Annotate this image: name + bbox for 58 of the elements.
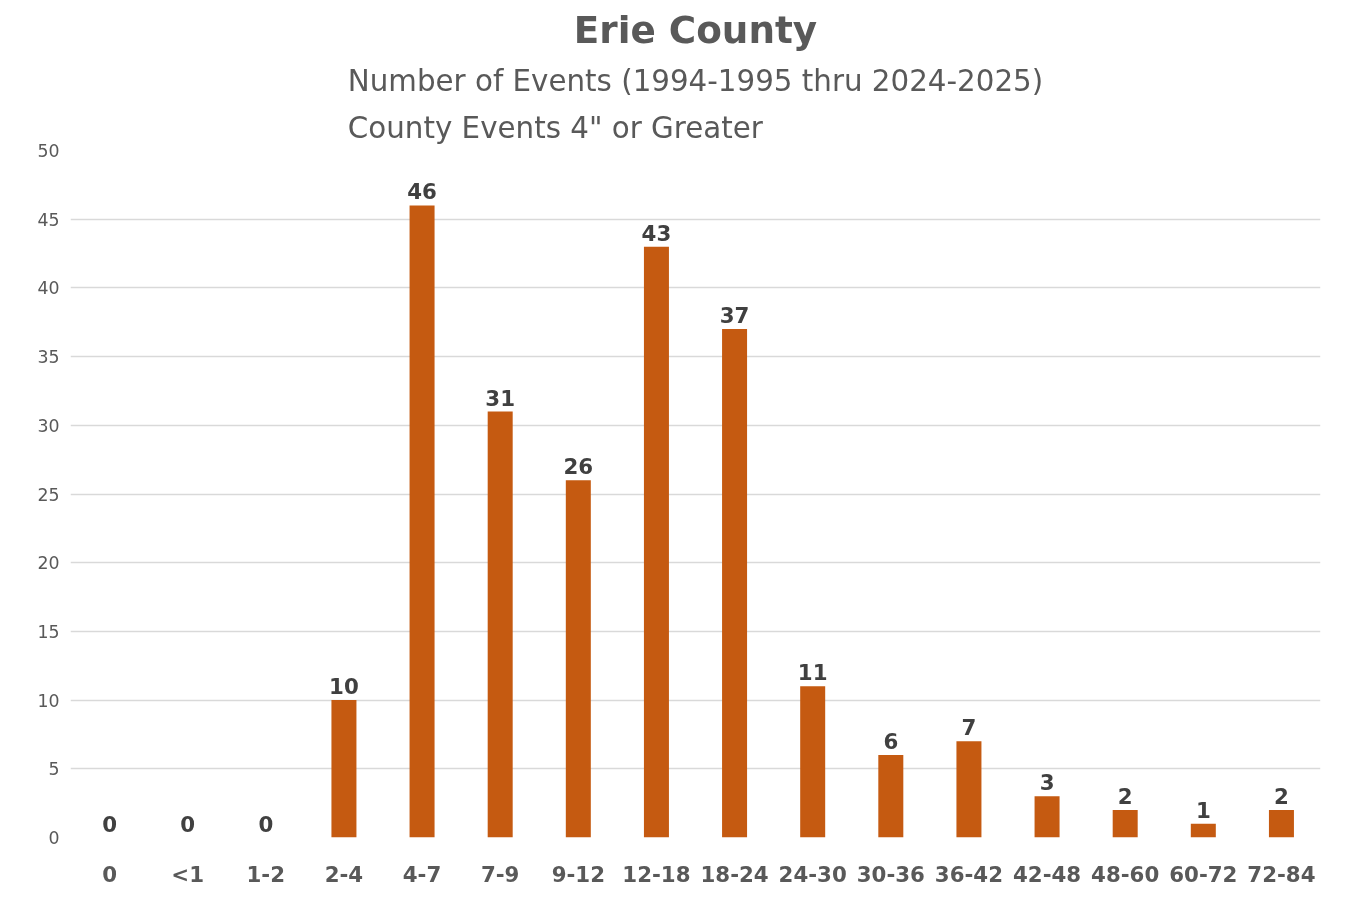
data-label: 7: [961, 715, 977, 741]
y-tick-label: 40: [37, 278, 60, 299]
data-label: 6: [883, 729, 899, 755]
data-label: 2: [1274, 784, 1289, 810]
y-tick-label: 50: [37, 141, 60, 161]
chart-subtitle: Number of Events (1994-1995 thru 2024-2025) County Events 4" or Greater: [347, 63, 1044, 146]
bar: [956, 741, 982, 838]
data-label: 0: [102, 811, 117, 837]
x-tick-label: 0: [102, 861, 117, 887]
data-label: 3: [1039, 770, 1055, 796]
x-tick-label: 42-48: [1012, 861, 1082, 887]
bar: [878, 755, 904, 838]
x-tick-label: 2-4: [324, 861, 364, 887]
x-tick-label: <1: [171, 861, 205, 887]
x-tick-label: 7-9: [480, 861, 520, 887]
bar: [643, 246, 669, 838]
x-tick-label: 48-60: [1091, 861, 1160, 887]
x-tick-label: 4-7: [402, 861, 442, 887]
data-label: 37: [719, 303, 750, 329]
x-tick-label: 30-36: [856, 861, 925, 887]
x-tick-label: 72-84: [1247, 861, 1316, 887]
bar: [722, 329, 748, 838]
bar: [1112, 810, 1138, 838]
data-label: 46: [407, 179, 437, 205]
bar: [565, 480, 591, 838]
x-tick-label: 36-42: [934, 861, 1004, 887]
bar: [800, 686, 826, 838]
bar: [487, 411, 513, 838]
data-label: 31: [485, 385, 516, 411]
y-tick-label: 0: [48, 828, 60, 848]
y-tick-label: 45: [37, 209, 60, 230]
data-label: 10: [329, 674, 359, 700]
y-tick-label: 20: [37, 553, 60, 574]
y-tick-label: 10: [37, 690, 60, 711]
x-tick-label: 60-72: [1169, 861, 1238, 887]
bar: [409, 205, 435, 838]
bar: [1268, 810, 1294, 838]
bar: [1190, 823, 1216, 838]
x-tick-label: 1-2: [246, 861, 286, 887]
data-label: 2: [1117, 784, 1133, 810]
data-label: 26: [563, 454, 594, 480]
x-tick-label: 12-18: [622, 861, 691, 887]
bar: [1034, 796, 1060, 838]
x-tick-label: 24-30: [778, 861, 847, 887]
y-tick-label: 25: [37, 484, 60, 505]
y-tick-label: 5: [48, 759, 60, 780]
bar: [331, 700, 357, 838]
y-tick-label: 35: [37, 347, 60, 368]
data-label: 43: [641, 220, 672, 246]
x-tick-label: 18-24: [700, 861, 769, 887]
data-label: 1: [1195, 797, 1211, 823]
y-tick-label: 15: [37, 621, 60, 642]
x-tick-label: 9-12: [551, 861, 605, 887]
data-label: 0: [180, 811, 196, 837]
data-label: 0: [258, 811, 274, 837]
y-tick-label: 30: [37, 415, 60, 436]
data-label: 11: [797, 660, 828, 686]
chart-title: Erie County: [573, 7, 818, 52]
